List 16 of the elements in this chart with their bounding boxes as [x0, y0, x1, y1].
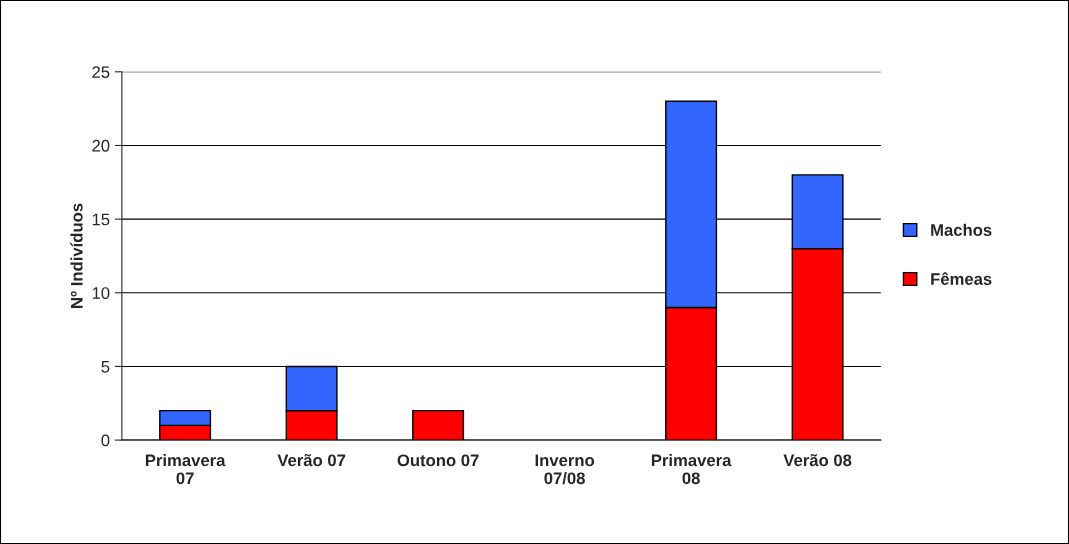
y-tick-label: 25 [92, 66, 110, 79]
x-tick-label: Inverno 07/08 [535, 454, 595, 485]
x-tick-label: Verão 07 [277, 454, 346, 467]
legend-label: Fêmeas [931, 272, 992, 285]
y-tick-label: 10 [92, 287, 110, 299]
legend-label: Machos [931, 223, 992, 236]
x-tick-label: Primavera 08 [651, 453, 732, 485]
y-tick-label: 5 [101, 361, 110, 373]
x-tick-label: Outono 07 [397, 454, 479, 467]
y-axis-title: Nº Indivíduos [70, 203, 83, 308]
y-tick-label: 15 [92, 213, 110, 226]
bar [412, 409, 465, 441]
x-tick-label: Verão 08 [783, 454, 852, 467]
y-tick-label: 20 [92, 139, 110, 152]
y-tick-label: 0 [101, 434, 110, 447]
x-tick-label: Primavera 07 [145, 453, 226, 485]
